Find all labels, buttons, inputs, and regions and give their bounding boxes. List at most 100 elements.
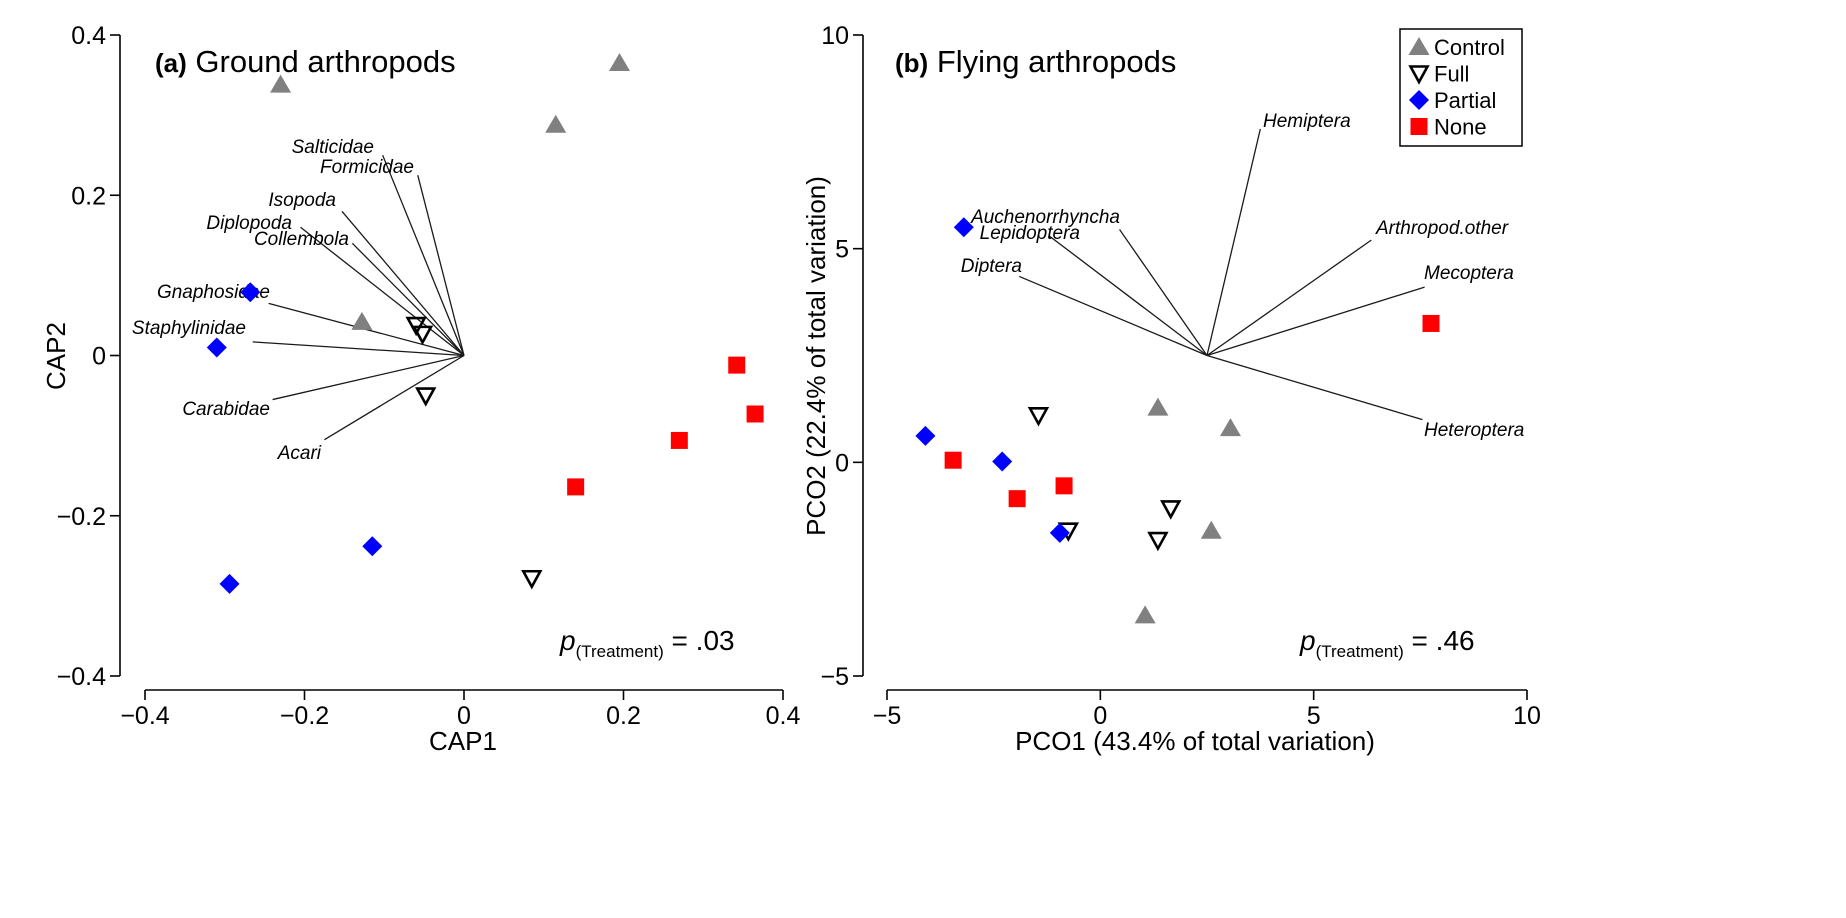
vector-collembola — [351, 242, 465, 356]
vector-auchenorrhyncha — [1118, 229, 1208, 356]
p-subscript: (Treatment) — [1316, 642, 1404, 661]
legend-label-partial: Partial — [1434, 88, 1496, 113]
point-partial — [219, 573, 240, 594]
point-control — [1134, 605, 1156, 624]
panel-ground-arthropods: −0.4 −0.2 0 0.2 0.4 −0.4 −0.2 0 0.2 0.4 CAP1 CAP2 (a… — [41, 22, 800, 756]
panel-title: (b) Flying arthropods — [895, 44, 1176, 79]
vector-label-heteroptera: Heteroptera — [1424, 420, 1524, 441]
x-tick-label: 0 — [1093, 702, 1107, 730]
y-tick-label: −0.4 — [57, 663, 106, 691]
vector-label-carabidae: Carabidae — [182, 399, 270, 420]
vector-diplopoda — [300, 226, 465, 357]
point-control — [1219, 418, 1241, 437]
x-tick-label: 0.4 — [766, 702, 801, 730]
point-partial — [240, 282, 261, 303]
vector-acari — [324, 354, 465, 441]
point-control — [609, 53, 631, 72]
point-control — [351, 311, 373, 330]
y-tick-label: 0.2 — [71, 182, 106, 210]
point-none — [1422, 314, 1440, 332]
vector-label-gnaphosidae: Gnaphosidae — [157, 282, 270, 303]
vector-isopoda — [341, 210, 465, 356]
x-axis-title: PCO1 (43.4% of total variation) — [1015, 726, 1375, 756]
panel-title: (a) Ground arthropods — [155, 44, 456, 79]
point-full — [1147, 531, 1169, 552]
point-control — [1200, 520, 1222, 539]
vector-label-collembola: Collembola — [254, 229, 349, 250]
point-control — [270, 74, 292, 93]
y-tick-label: 0 — [92, 343, 106, 371]
vector-lepidoptera — [1048, 235, 1208, 357]
p-value: p(Treatment) = .03 — [559, 625, 735, 661]
vector-arthropod-other — [1206, 239, 1372, 357]
point-partial — [953, 217, 974, 238]
point-control — [545, 114, 567, 133]
point-none — [746, 405, 764, 423]
panel-flying-arthropods: −5 0 5 10 −5 0 5 10 PCO1 (43.4% of total variati… — [801, 22, 1541, 756]
point-none — [944, 451, 962, 469]
vector-label-hemiptera: Hemiptera — [1263, 111, 1351, 132]
vector-label-isopoda: Isopoda — [268, 190, 336, 211]
point-none — [670, 431, 688, 449]
x-tick-label: 0.2 — [606, 702, 641, 730]
vector-heteroptera — [1206, 354, 1423, 421]
vector-label-diptera: Diptera — [961, 256, 1022, 277]
vector-label-mecoptera: Mecoptera — [1424, 263, 1514, 284]
point-partial — [992, 451, 1013, 472]
point-full — [1160, 500, 1182, 520]
point-control — [1147, 397, 1169, 416]
vector-formicidae — [417, 175, 465, 356]
y-tick-label: −0.2 — [57, 503, 106, 531]
x-tick-label: −5 — [873, 702, 902, 730]
legend-marker-control — [1408, 37, 1430, 55]
point-none — [728, 356, 746, 374]
panel-letter: (a) — [155, 48, 187, 78]
vector-label-auchenorrhyncha: Auchenorrhyncha — [970, 207, 1120, 228]
y-tick-label: 5 — [835, 236, 849, 264]
y-axis-title: CAP2 — [41, 322, 71, 390]
vector-salticidae — [382, 154, 465, 356]
y-axis-title: PCO2 (22.4% of total variation) — [801, 176, 831, 536]
x-tick-label: 5 — [1307, 702, 1321, 730]
panel-title-text: Flying arthropods — [928, 44, 1176, 79]
vector-staphylinidae — [252, 341, 465, 357]
p-subscript: (Treatment) — [576, 642, 664, 661]
x-tick-label: 0 — [457, 702, 471, 730]
legend-label-full: Full — [1434, 62, 1469, 87]
vector-label-acari: Acari — [277, 443, 322, 464]
point-partial — [206, 337, 227, 358]
x-tick-label: −0.2 — [280, 702, 329, 730]
vector-diptera — [1019, 275, 1208, 357]
p-number: = .46 — [1404, 625, 1475, 656]
point-full — [521, 569, 543, 590]
point-none — [1055, 477, 1073, 495]
point-none — [567, 478, 585, 496]
vector-label-formicidae: Formicidae — [320, 157, 414, 178]
point-partial — [915, 425, 936, 446]
y-tick-label: 0 — [835, 449, 849, 477]
p-number: = .03 — [664, 625, 735, 656]
panel-letter: (b) — [895, 48, 928, 78]
y-tick-label: 0.4 — [71, 22, 106, 50]
vector-carabidae — [272, 354, 465, 401]
vector-label-arthropod-other: Arthropod.other — [1375, 218, 1509, 239]
vector-mecoptera — [1206, 286, 1425, 357]
p-value: p(Treatment) = .46 — [1299, 625, 1475, 661]
panel-title-text: Ground arthropods — [187, 44, 456, 79]
point-full — [415, 387, 437, 407]
y-tick-label: −5 — [820, 663, 849, 691]
legend-marker-full — [1408, 65, 1430, 85]
x-tick-label: 10 — [1513, 702, 1541, 730]
point-full — [411, 325, 434, 346]
p-symbol: p — [559, 625, 576, 656]
legend-label-none: None — [1434, 115, 1487, 140]
legend-marker-none — [1410, 118, 1428, 135]
vector-hemiptera — [1206, 128, 1261, 356]
vector-label-diplopoda: Diplopoda — [206, 213, 292, 234]
vector-label-salticidae: Salticidae — [292, 137, 374, 158]
legend-label-control: Control — [1434, 35, 1505, 60]
point-partial — [362, 536, 383, 557]
point-full — [1027, 407, 1050, 427]
